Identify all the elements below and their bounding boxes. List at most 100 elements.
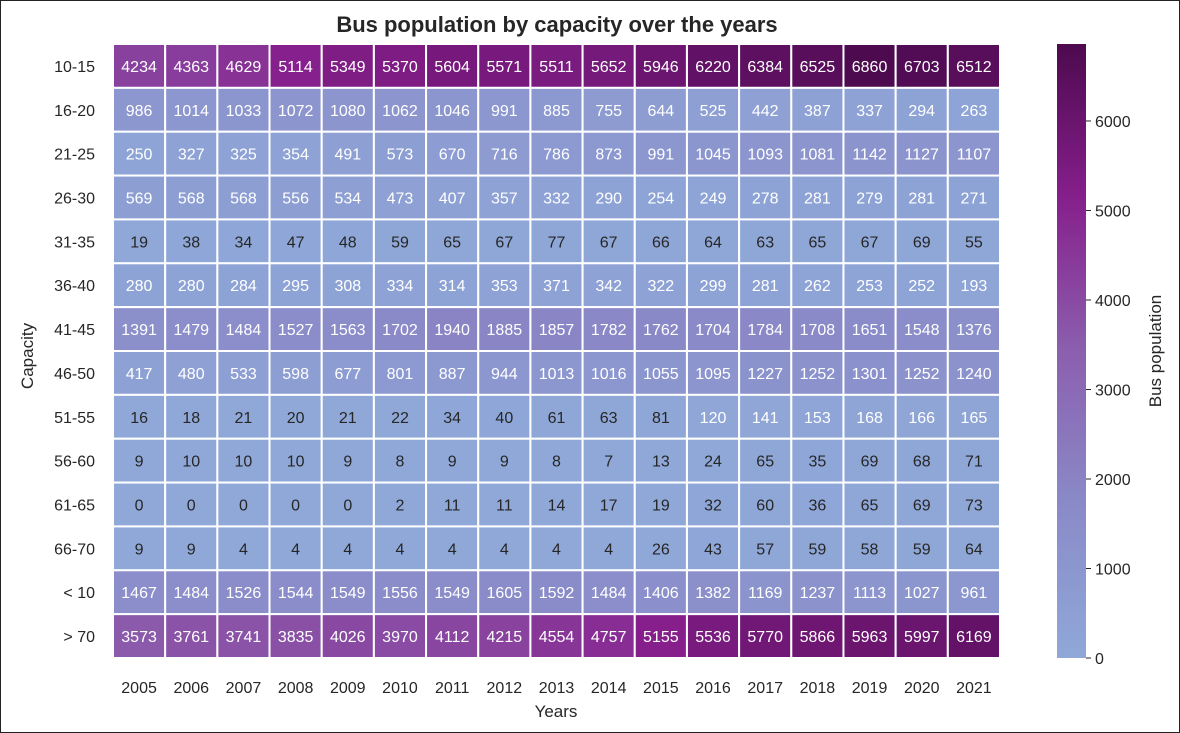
heatmap-cell (112, 613, 167, 660)
heatmap-cell (372, 306, 428, 352)
cell-value-label: 16 (130, 410, 148, 427)
cell-value-label: 885 (543, 103, 570, 120)
cell-value-label: 5536 (695, 629, 731, 646)
cell-value-label: 14 (548, 498, 566, 515)
heatmap-cells: 4234 4363 4629 5114 5349 5370 5604 5571 5511 5652… (112, 43, 1002, 660)
heatmap-cell (946, 262, 1002, 309)
cell-value-label: 1252 (800, 366, 836, 383)
heatmap-cell (164, 613, 219, 660)
heatmap-cell (946, 569, 1002, 616)
heatmap-cell (320, 218, 375, 265)
heatmap-cell (581, 525, 636, 572)
heatmap-cell (268, 525, 323, 572)
cell-value-label: 1013 (539, 366, 575, 383)
cell-value-label: 280 (126, 278, 153, 295)
y-tick-label: 31-35 (54, 234, 95, 251)
heatmap-cell (164, 306, 219, 352)
cell-value-label: 65 (808, 234, 826, 251)
cell-value-label: 8 (396, 454, 405, 471)
cell-value-label: 9 (448, 454, 457, 471)
heatmap-cell (164, 262, 219, 309)
heatmap-cell (164, 569, 219, 616)
cell-value-label: 281 (908, 191, 935, 208)
cell-value-label: 0 (239, 498, 248, 515)
colorbar-tick-label: 1000 (1095, 561, 1131, 578)
y-tick-label: 16-20 (54, 103, 95, 120)
heatmap-cell (894, 130, 949, 177)
heatmap-cell (946, 613, 1002, 660)
heatmap-cell (633, 613, 688, 660)
cell-value-label: 59 (808, 541, 826, 558)
cell-value-label: 1376 (956, 322, 992, 339)
cell-value-label: 63 (756, 234, 774, 251)
heatmap-cell (685, 43, 741, 89)
cell-value-label: 1563 (330, 322, 366, 339)
y-tick-label: 21-25 (54, 147, 95, 164)
cell-value-label: 67 (861, 234, 879, 251)
cell-value-label: 9 (187, 541, 196, 558)
y-tick-labels: 10-15 16-20 21-25 26-30 31-35 36-40 41-45 46-50… (54, 59, 95, 646)
cell-value-label: 4234 (121, 59, 157, 76)
cell-value-label: 4 (396, 541, 405, 558)
cell-value-label: 568 (178, 191, 205, 208)
cell-value-label: 5571 (487, 59, 523, 76)
heatmap-cell (790, 613, 845, 660)
heatmap-cell (164, 350, 219, 396)
cell-value-label: 4363 (173, 59, 209, 76)
cell-value-label: 986 (126, 103, 153, 120)
cell-value-label: 67 (600, 234, 618, 251)
x-tick-label: 2021 (956, 680, 992, 697)
cell-value-label: 873 (595, 147, 622, 164)
cell-value-label: 3741 (226, 629, 262, 646)
cell-value-label: 1055 (643, 366, 679, 383)
x-tick-label: 2008 (278, 680, 314, 697)
cell-value-label: 1169 (748, 585, 783, 602)
heatmap-cell (842, 525, 897, 572)
cell-value-label: 278 (752, 191, 779, 208)
y-tick-label: 51-55 (54, 410, 95, 427)
cell-value-label: 491 (334, 147, 361, 164)
cell-value-label: 166 (908, 410, 935, 427)
cell-value-label: 4026 (330, 629, 366, 646)
cell-value-label: 6525 (800, 59, 836, 76)
heatmap-cell (529, 393, 584, 440)
cell-value-label: 61 (548, 410, 566, 427)
y-tick-label: 10-15 (54, 59, 95, 76)
y-tick-label: 66-70 (54, 541, 95, 558)
heatmap-cell (268, 218, 323, 265)
cell-value-label: 533 (230, 366, 257, 383)
cell-value-label: 1046 (434, 103, 470, 120)
colorbar-tick-label: 3000 (1095, 382, 1131, 399)
heatmap-cell (425, 350, 480, 396)
cell-value-label: 60 (756, 498, 774, 515)
cell-value-label: 1484 (591, 585, 627, 602)
heatmap-cell (685, 130, 741, 177)
cell-value-label: 644 (648, 103, 675, 120)
cell-value-label: 6703 (904, 59, 940, 76)
cell-value-label: 0 (291, 498, 300, 515)
cell-value-label: 10 (182, 454, 200, 471)
heatmap-cell (633, 218, 688, 265)
cell-value-label: 1072 (278, 103, 314, 120)
cell-value-label: 9 (500, 454, 509, 471)
cell-value-label: 5963 (852, 629, 888, 646)
cell-value-label: 1605 (487, 585, 523, 602)
heatmap-cell (685, 350, 741, 396)
heatmap-cell (425, 569, 480, 616)
y-tick-label: 56-60 (54, 454, 95, 471)
cell-value-label: 59 (913, 541, 931, 558)
heatmap-cell (372, 262, 428, 309)
cell-value-label: 5997 (904, 629, 940, 646)
heatmap-cell (738, 569, 793, 616)
cell-value-label: 534 (334, 191, 361, 208)
heatmap-cell (529, 481, 584, 528)
cell-value-label: 281 (752, 278, 779, 295)
heatmap-cell (529, 613, 584, 660)
cell-value-label: 19 (652, 498, 670, 515)
heatmap-cell (216, 393, 271, 440)
heatmap-cell (268, 613, 323, 660)
heatmap-cell (268, 174, 323, 221)
cell-value-label: 5770 (747, 629, 783, 646)
cell-value-label: 6384 (747, 59, 783, 76)
cell-value-label: 252 (908, 278, 935, 295)
